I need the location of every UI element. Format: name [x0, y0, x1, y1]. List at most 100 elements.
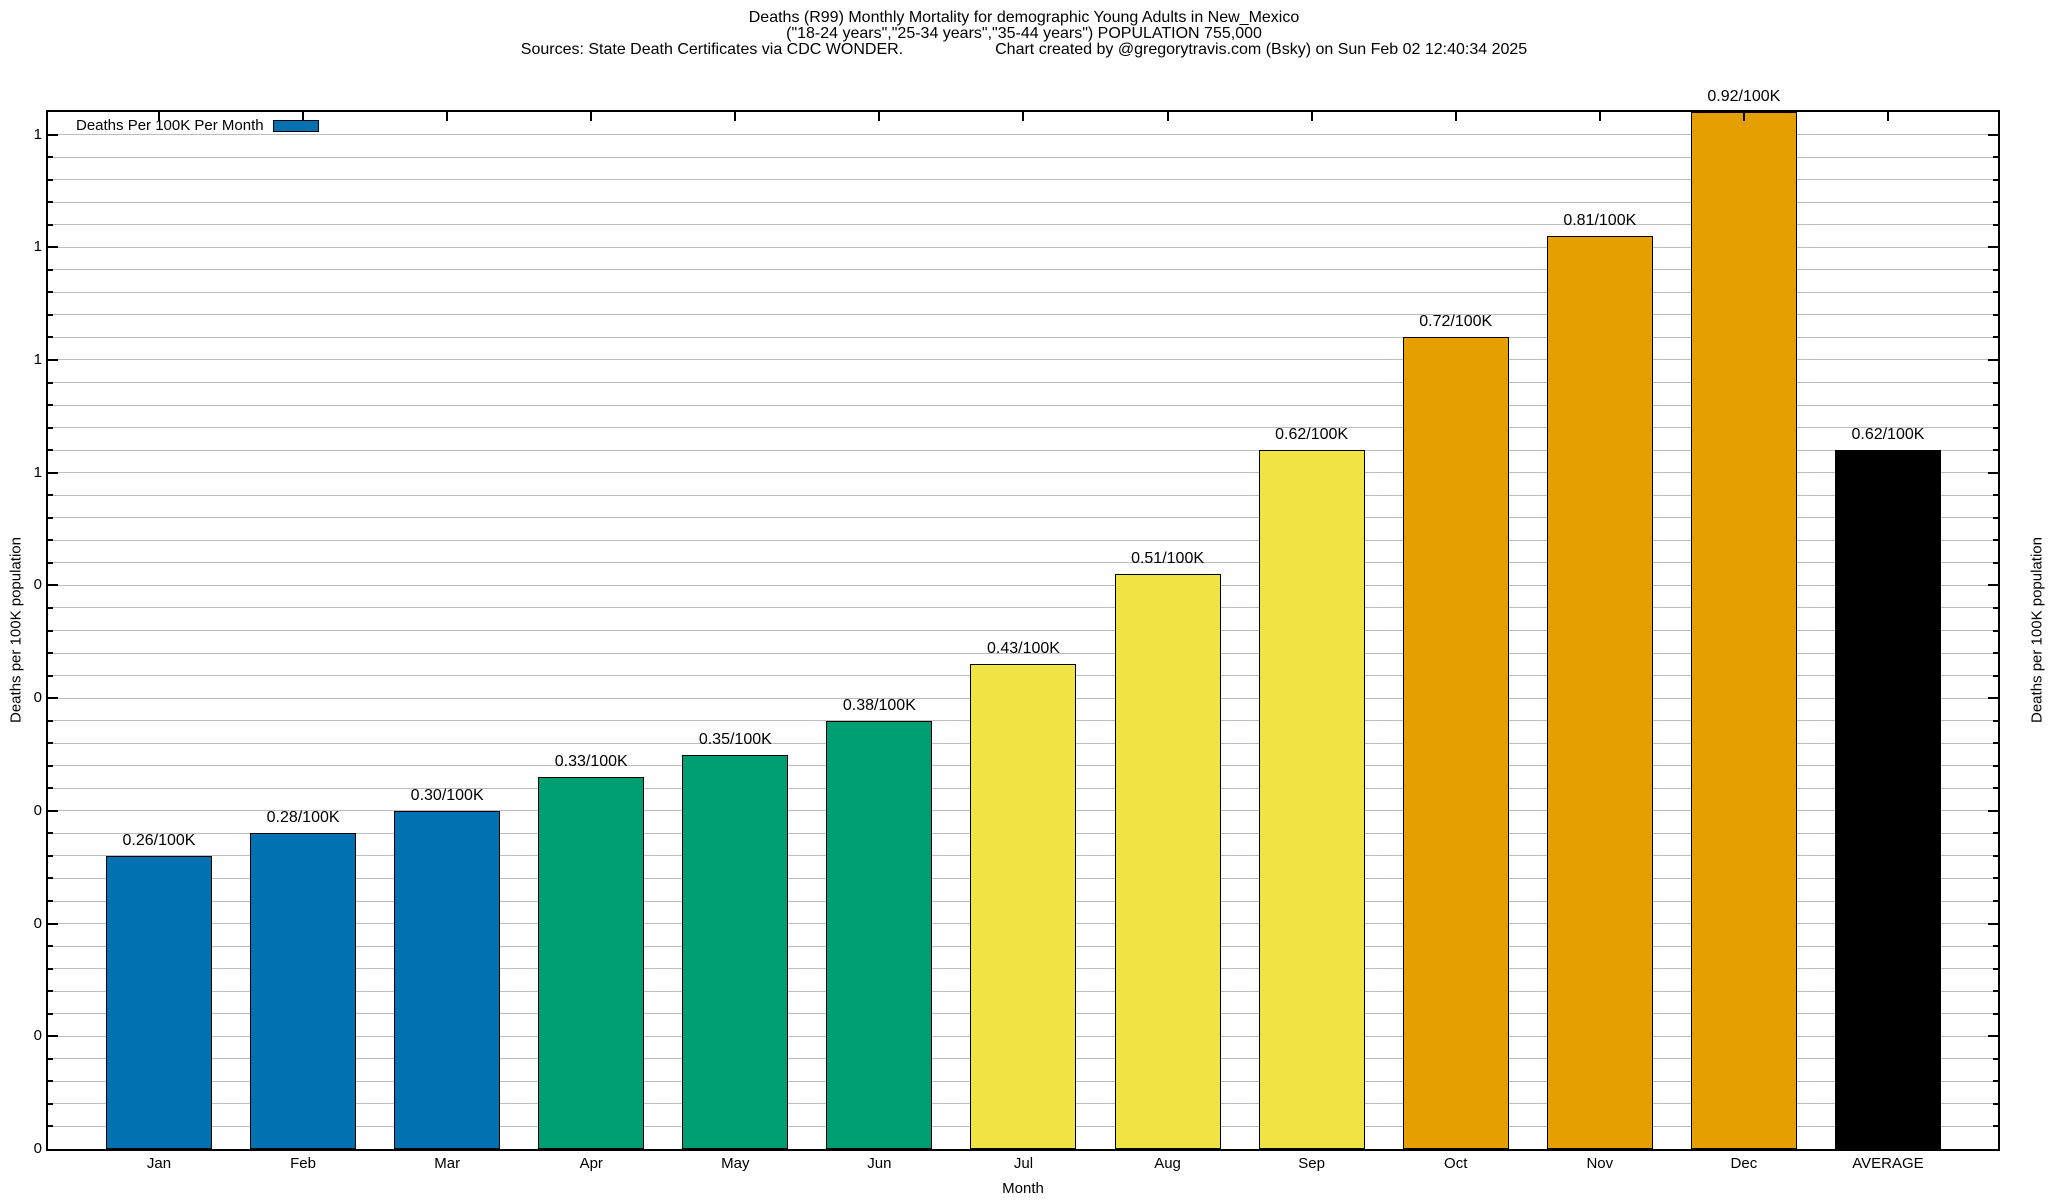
- chart-title-line3: Sources: State Death Certificates via CD…: [0, 42, 2048, 58]
- y-tick-mark-right: [1993, 900, 1998, 903]
- chart-title-line1: Deaths (R99) Monthly Mortality for demog…: [748, 9, 1300, 26]
- x-tick-mark-top: [1166, 112, 1169, 121]
- y-tick-mark-left: [48, 1102, 53, 1105]
- y-tick-mark-left: [48, 381, 53, 384]
- y-tick-mark-left: [48, 900, 53, 903]
- y-tick-mark-left: [48, 539, 53, 542]
- y-tick-mark-left: [48, 584, 58, 587]
- bar-dec: [1690, 112, 1797, 1149]
- y-tick-mark-left: [48, 719, 53, 722]
- y-tick-mark-right: [1993, 967, 1998, 970]
- y-tick-mark-left: [48, 156, 53, 159]
- y-tick-mark-right: [1993, 291, 1998, 294]
- gridline: [48, 607, 1998, 609]
- y-tick-mark-right: [1993, 178, 1998, 181]
- y-tick-mark-left: [48, 742, 53, 745]
- x-tick-mark-top: [1454, 112, 1457, 121]
- x-tick-mark-top: [1310, 112, 1313, 121]
- y-tick-mark-right: [1993, 764, 1998, 767]
- legend-label: Deaths Per 100K Per Month: [76, 117, 264, 134]
- y-tick-mark-right: [1993, 539, 1998, 542]
- gridline: [48, 562, 1998, 564]
- y-tick-mark-right: [1988, 133, 1998, 136]
- gridline: [48, 539, 1998, 541]
- x-tick-mark-top: [734, 112, 737, 121]
- y-tick-mark-left: [48, 674, 53, 677]
- y-tick-mark-right: [1988, 922, 1998, 925]
- y-tick-mark-right: [1993, 1102, 1998, 1105]
- gridline: [48, 652, 1998, 654]
- x-tick-label: Jul: [1013, 1155, 1034, 1172]
- y-tick-mark-left: [48, 494, 53, 497]
- bar-mar: [394, 810, 501, 1149]
- y-tick-mark-left: [48, 990, 53, 993]
- y-tick-mark-left: [48, 787, 53, 790]
- y-tick-mark-left: [48, 1012, 53, 1015]
- y-tick-mark-right: [1993, 313, 1998, 316]
- chart-titles: Deaths (R99) Monthly Mortality for demog…: [0, 10, 2048, 58]
- y-tick-mark-left: [48, 629, 53, 632]
- y-tick-mark-left: [48, 832, 53, 835]
- gridline: [48, 494, 1998, 496]
- y-tick-mark-right: [1988, 584, 1998, 587]
- y-tick-mark-left: [48, 201, 53, 204]
- y-tick-mark-left: [48, 133, 58, 136]
- bar-apr: [538, 777, 645, 1149]
- y-tick-mark-right: [1993, 1125, 1998, 1128]
- y-tick-mark-left: [48, 922, 58, 925]
- bar-value-label: 0.35/100K: [698, 730, 772, 748]
- chart-title-line2: ("18-24 years","25-34 years","35-44 year…: [786, 25, 1262, 42]
- y-tick-mark-left: [48, 877, 53, 880]
- x-tick-label: Apr: [579, 1155, 603, 1172]
- x-tick-mark-top: [1022, 112, 1025, 121]
- x-tick-label: May: [721, 1155, 750, 1172]
- x-tick-mark-top: [302, 112, 305, 121]
- y-tick-mark-right: [1988, 809, 1998, 812]
- bar-average: [1834, 450, 1941, 1149]
- y-tick-mark-left: [48, 854, 53, 857]
- gridline: [48, 336, 1998, 338]
- gridline: [48, 584, 1998, 586]
- bar-value-label: 0.62/100K: [1275, 426, 1349, 444]
- bar-value-label: 0.81/100K: [1563, 212, 1637, 229]
- x-tick-mark-top: [590, 112, 593, 121]
- gridline: [48, 246, 1998, 248]
- x-tick-mark-top: [446, 112, 449, 121]
- gridline: [48, 224, 1998, 226]
- gridline: [48, 427, 1998, 429]
- bar-value-label: 0.38/100K: [842, 696, 916, 714]
- y-tick-mark-right: [1993, 381, 1998, 384]
- y-tick-mark-right: [1993, 336, 1998, 339]
- y-tick-mark-left: [48, 313, 53, 316]
- y-tick-mark-right: [1993, 854, 1998, 857]
- bar-jul: [970, 664, 1077, 1149]
- gridline: [48, 134, 1998, 136]
- y-tick-mark-right: [1993, 1057, 1998, 1060]
- x-tick-mark-top: [1598, 112, 1601, 121]
- y-tick-label: 0: [33, 576, 42, 594]
- x-tick-label: Aug: [1154, 1155, 1181, 1172]
- gridline: [48, 517, 1998, 519]
- y-tick-mark-left: [48, 1080, 53, 1083]
- chart-sources-note: Sources: State Death Certificates via CD…: [520, 41, 904, 58]
- y-tick-label: 0: [33, 689, 42, 707]
- y-tick-mark-right: [1993, 268, 1998, 271]
- gridline: [48, 630, 1998, 631]
- bar-value-label: 0.30/100K: [410, 786, 484, 804]
- gridline: [48, 291, 1998, 293]
- chart-credit-note: Chart created by @gregorytravis.com (Bsk…: [995, 41, 1528, 58]
- y-tick-mark-left: [48, 945, 53, 948]
- y-tick-mark-left: [48, 764, 53, 767]
- gridline: [48, 472, 1998, 474]
- y-tick-mark-left: [48, 516, 53, 519]
- bar-jan: [106, 855, 212, 1149]
- y-tick-mark-left: [48, 291, 53, 294]
- y-tick-mark-left: [48, 809, 58, 812]
- y-tick-mark-right: [1988, 1035, 1998, 1038]
- y-tick-mark-right: [1993, 561, 1998, 564]
- y-tick-mark-left: [48, 471, 58, 474]
- x-tick-mark-top: [878, 112, 881, 121]
- y-tick-mark-right: [1993, 674, 1998, 677]
- x-tick-label: Jun: [867, 1155, 892, 1172]
- y-tick-label: 1: [33, 238, 42, 256]
